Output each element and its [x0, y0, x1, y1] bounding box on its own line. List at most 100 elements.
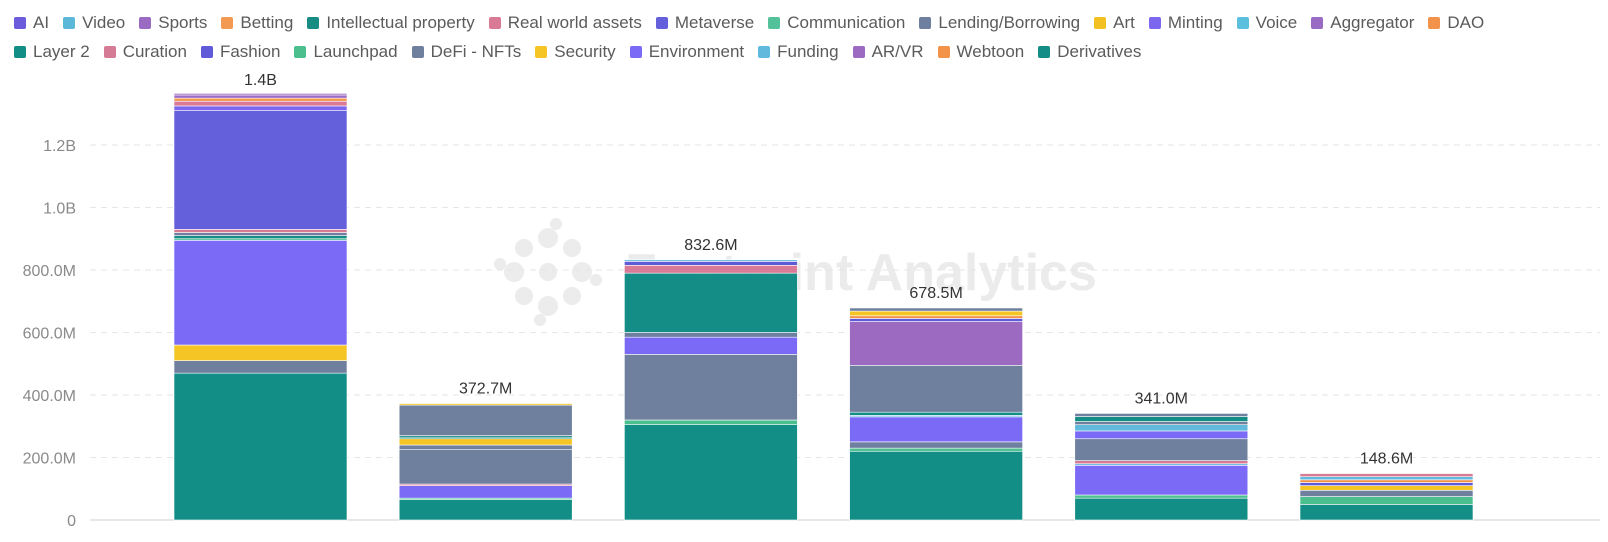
- legend-swatch: [1236, 16, 1249, 29]
- legend-item[interactable]: DAO: [1428, 13, 1484, 33]
- bar-segment[interactable]: [1299, 476, 1474, 481]
- bar-segment[interactable]: [398, 485, 573, 499]
- legend-item[interactable]: Lending/Borrowing: [919, 13, 1080, 33]
- bar-segment[interactable]: [173, 93, 348, 96]
- bar-segment[interactable]: [624, 336, 798, 355]
- bar-segment[interactable]: [1299, 473, 1474, 477]
- bar-segment[interactable]: [624, 272, 798, 333]
- bar-segment[interactable]: [173, 97, 348, 102]
- bar-segment[interactable]: [173, 94, 348, 99]
- bar-segment[interactable]: [849, 441, 1023, 449]
- bar-segment[interactable]: [398, 438, 573, 446]
- bar-segment[interactable]: [624, 419, 798, 425]
- bar-segment[interactable]: [173, 100, 348, 107]
- bar-segment[interactable]: [1074, 424, 1249, 432]
- legend-swatch: [14, 45, 26, 58]
- bar-segment[interactable]: [173, 110, 348, 230]
- bar-segment[interactable]: [1074, 465, 1249, 496]
- bar-segment[interactable]: [624, 259, 798, 262]
- y-tick-label: 200.0M: [23, 451, 76, 468]
- bar-segment[interactable]: [173, 360, 348, 374]
- bar-segment[interactable]: [1074, 494, 1249, 499]
- bar-segment[interactable]: [1299, 504, 1474, 521]
- legend-swatch: [535, 45, 548, 58]
- bar-segment[interactable]: [398, 444, 573, 450]
- bar-segment[interactable]: [173, 105, 348, 111]
- bar-segment[interactable]: [1074, 421, 1249, 425]
- bar-segment[interactable]: [849, 318, 1023, 322]
- bar-segment[interactable]: [1074, 497, 1249, 521]
- legend-item[interactable]: Art: [1094, 13, 1135, 33]
- bar-segment[interactable]: [1074, 438, 1249, 461]
- bar-segment[interactable]: [1074, 416, 1249, 422]
- legend-item[interactable]: Funding: [758, 42, 839, 62]
- bar-segment[interactable]: [1299, 479, 1474, 483]
- bar-segment[interactable]: [398, 499, 573, 521]
- legend-item[interactable]: Intellectual property: [307, 13, 475, 33]
- bar-segment[interactable]: [1074, 460, 1249, 465]
- legend-item[interactable]: Video: [63, 13, 125, 33]
- bar-segment[interactable]: [624, 265, 798, 274]
- legend-item[interactable]: Derivatives: [1038, 42, 1141, 62]
- bar-segment[interactable]: [624, 332, 798, 338]
- bar-segment[interactable]: [1074, 430, 1249, 440]
- bar-segment[interactable]: [1299, 496, 1474, 505]
- bar-segment[interactable]: [849, 315, 1023, 319]
- bar-segment[interactable]: [1299, 485, 1474, 491]
- legend-item[interactable]: Webtoon: [937, 42, 1024, 62]
- bar-segment[interactable]: [398, 403, 573, 406]
- bar-stack[interactable]: [849, 307, 1023, 521]
- bar-segment[interactable]: [398, 404, 573, 436]
- legend-label: Voice: [1255, 12, 1298, 32]
- legend-label: Metaverse: [674, 12, 755, 32]
- legend-item[interactable]: Communication: [768, 13, 905, 33]
- bar-segment[interactable]: [173, 372, 348, 521]
- bar-segment[interactable]: [849, 447, 1023, 452]
- legend-item[interactable]: Betting: [221, 13, 293, 33]
- bar-segment[interactable]: [173, 235, 348, 240]
- bar-segment[interactable]: [849, 310, 1023, 317]
- bar-segment[interactable]: [173, 344, 348, 361]
- bar-stack[interactable]: [398, 403, 573, 521]
- bar-segment[interactable]: [173, 232, 348, 236]
- legend-item[interactable]: Environment: [629, 42, 744, 62]
- legend-swatch: [1311, 16, 1324, 29]
- bar-stack[interactable]: [173, 93, 348, 521]
- bar-segment[interactable]: [849, 321, 1023, 366]
- bar-segment[interactable]: [849, 365, 1023, 413]
- bar-segment[interactable]: [1299, 490, 1474, 497]
- bar-stack[interactable]: [1299, 473, 1474, 521]
- legend-item[interactable]: DeFi - NFTs: [411, 42, 521, 62]
- bar-segment[interactable]: [849, 307, 1023, 312]
- bar-segment[interactable]: [849, 411, 1023, 416]
- bar-segment[interactable]: [173, 240, 348, 346]
- legend-item[interactable]: Security: [535, 42, 616, 62]
- legend-item[interactable]: Metaverse: [655, 12, 755, 33]
- bar-segment[interactable]: [624, 354, 798, 421]
- bar-segment[interactable]: [1074, 413, 1249, 417]
- legend-swatch: [1148, 16, 1161, 29]
- legend-item[interactable]: Launchpad: [294, 42, 398, 62]
- bar-segment[interactable]: [624, 424, 798, 521]
- legend-item[interactable]: Sports: [139, 13, 207, 33]
- legend-item[interactable]: AR/VR: [852, 42, 924, 62]
- legend-item[interactable]: Real world assets: [488, 12, 642, 33]
- legend-label: Derivatives: [1057, 41, 1142, 61]
- legend-item[interactable]: Layer 2: [14, 42, 90, 62]
- legend-item[interactable]: Fashion: [200, 42, 280, 62]
- bar-stack[interactable]: [624, 259, 798, 521]
- bar-segment[interactable]: [849, 416, 1023, 443]
- legend-item[interactable]: Voice: [1236, 12, 1298, 33]
- bar-segment[interactable]: [849, 450, 1023, 521]
- legend-item[interactable]: Aggregator: [1311, 13, 1414, 33]
- bar-segment[interactable]: [173, 229, 348, 233]
- legend-label: Real world assets: [507, 12, 642, 32]
- legend-item[interactable]: Curation: [103, 42, 187, 62]
- legend-item[interactable]: Minting: [1148, 13, 1223, 33]
- legend-label: Communication: [787, 12, 906, 32]
- legend-item[interactable]: AI: [14, 13, 49, 33]
- bar-segment[interactable]: [624, 261, 798, 266]
- bar-segment[interactable]: [398, 449, 573, 485]
- bar-segment[interactable]: [1299, 482, 1474, 486]
- bar-stack[interactable]: [1074, 413, 1249, 521]
